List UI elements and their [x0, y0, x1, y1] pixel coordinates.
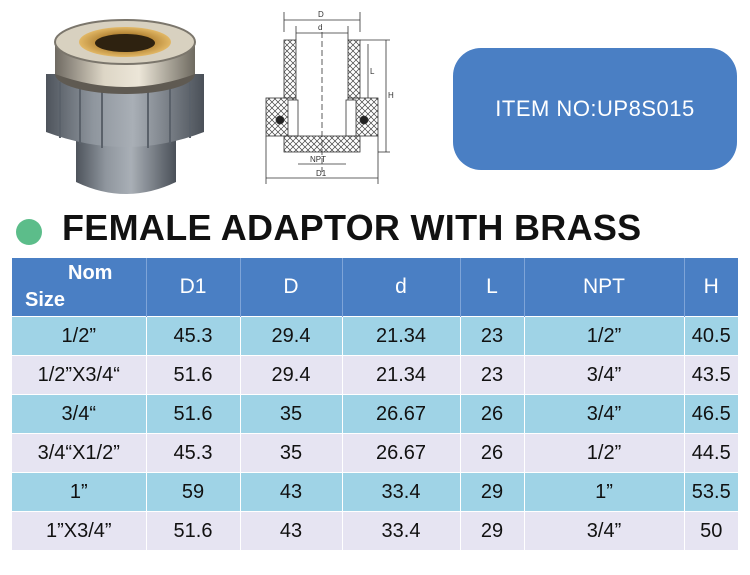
header-nom-size: Nom Size: [12, 258, 147, 317]
cell-h: 46.5: [684, 394, 738, 434]
cell-npt: 1/2”: [524, 433, 685, 473]
cell-d1: 59: [146, 472, 241, 512]
table-row: 1”X3/4” 51.6 43 33.4 29 3/4” 50: [12, 511, 738, 550]
header-l: L: [460, 258, 525, 317]
cell-small-d: 26.67: [342, 433, 461, 473]
cell-d1: 51.6: [146, 511, 241, 550]
header-small-d: d: [342, 258, 461, 317]
cell-nom-size: 1”: [12, 472, 147, 512]
product-photo: [38, 12, 210, 198]
cell-small-d: 21.34: [342, 355, 461, 395]
cell-d: 43: [240, 472, 343, 512]
cell-d: 29.4: [240, 316, 343, 356]
cell-npt: 3/4”: [524, 394, 685, 434]
table-header-row: Nom Size D1 D d L NPT H: [12, 258, 738, 317]
header-nom-label: Nom: [68, 262, 113, 284]
cell-h: 40.5: [684, 316, 738, 356]
table-row: 1” 59 43 33.4 29 1” 53.5: [12, 472, 738, 512]
header-size-label: Size: [25, 289, 66, 311]
table-row: 3/4“ 51.6 35 26.67 26 3/4” 46.5: [12, 394, 738, 434]
cell-d1: 45.3: [146, 316, 241, 356]
cell-d: 43: [240, 511, 343, 550]
item-number-label: ITEM NO:UP8S015: [495, 96, 695, 121]
cell-h: 43.5: [684, 355, 738, 395]
cell-l: 29: [460, 472, 525, 512]
cell-d: 35: [240, 433, 343, 473]
cell-d1: 45.3: [146, 433, 241, 473]
cell-npt: 1/2”: [524, 316, 685, 356]
dim-label-D: D: [318, 10, 324, 19]
header-d: D: [240, 258, 343, 317]
cell-d1: 51.6: [146, 394, 241, 434]
cell-small-d: 33.4: [342, 472, 461, 512]
cell-d: 35: [240, 394, 343, 434]
dim-label-NPT: NPT: [310, 155, 326, 164]
table-row: 3/4“X1/2” 45.3 35 26.67 26 1/2” 44.5: [12, 433, 738, 473]
cell-nom-size: 3/4“: [12, 394, 147, 434]
item-number-box: ITEM NO:UP8S015: [453, 48, 737, 170]
header-h: H: [684, 258, 738, 317]
table-row: 1/2” 45.3 29.4 21.34 23 1/2” 40.5: [12, 316, 738, 356]
cell-small-d: 33.4: [342, 511, 461, 550]
product-title: FEMALE ADAPTOR WITH BRASS: [62, 207, 642, 248]
specs-table: Nom Size D1 D d L NPT H 1/2” 45.3 29.4 2…: [12, 258, 738, 550]
dim-label-L: L: [370, 67, 375, 76]
cell-npt: 3/4”: [524, 511, 685, 550]
cell-l: 23: [460, 355, 525, 395]
cell-l: 29: [460, 511, 525, 550]
header-npt: NPT: [524, 258, 685, 317]
cell-h: 44.5: [684, 433, 738, 473]
technical-drawing: D d L H NPT D1: [254, 6, 414, 186]
cell-small-d: 21.34: [342, 316, 461, 356]
table-row: 1/2”X3/4“ 51.6 29.4 21.34 23 3/4” 43.5: [12, 355, 738, 395]
cell-d: 29.4: [240, 355, 343, 395]
cell-npt: 1”: [524, 472, 685, 512]
cell-npt: 3/4”: [524, 355, 685, 395]
cell-nom-size: 1/2”: [12, 316, 147, 356]
header-d1: D1: [146, 258, 241, 317]
cell-nom-size: 1/2”X3/4“: [12, 355, 147, 395]
cell-d1: 51.6: [146, 355, 241, 395]
cell-l: 26: [460, 433, 525, 473]
dim-label-d: d: [318, 23, 322, 32]
cell-h: 53.5: [684, 472, 738, 512]
cell-small-d: 26.67: [342, 394, 461, 434]
cell-l: 26: [460, 394, 525, 434]
dim-label-H: H: [388, 91, 394, 100]
cell-l: 23: [460, 316, 525, 356]
cell-nom-size: 1”X3/4”: [12, 511, 147, 550]
cell-h: 50: [684, 511, 738, 550]
dim-label-D1: D1: [316, 169, 327, 178]
bullet-dot-icon: [16, 219, 42, 245]
cell-nom-size: 3/4“X1/2”: [12, 433, 147, 473]
